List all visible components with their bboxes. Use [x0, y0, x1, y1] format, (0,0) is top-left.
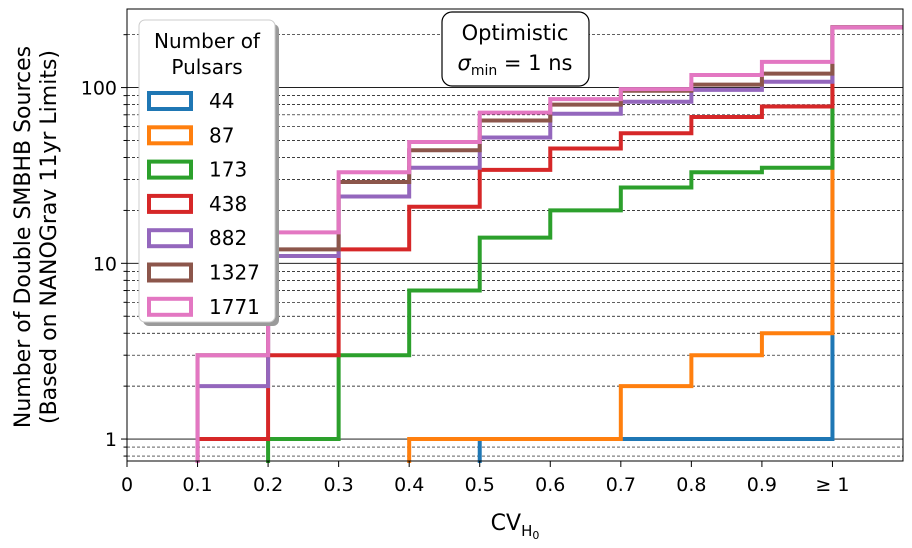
annotation-sigma: σ	[458, 51, 472, 75]
y-tick-label: 10	[93, 253, 117, 275]
annotation-line2: σmin = 1 ns	[458, 51, 573, 79]
x-axis-label-main: CV	[491, 511, 521, 536]
x-tick-label: 0.6	[535, 474, 565, 496]
x-axis-label-sub: H	[521, 522, 532, 540]
legend: Number of Pulsars 44 87 173 438 882 1327 1771	[138, 19, 279, 326]
x-axis: 0 0.1 0.2 0.3 0.4 0.5 0.6 0.7 0.8 0.9 ≥ 1	[121, 461, 849, 496]
series-line-87	[407, 25, 903, 463]
x-tick-label: 0.9	[747, 474, 777, 496]
x-tick-label: 0.7	[606, 474, 636, 496]
legend-label-438: 438	[209, 192, 247, 216]
legend-label-44: 44	[209, 89, 234, 113]
x-tick-label: 0.1	[182, 474, 212, 496]
legend-swatch-44	[147, 91, 193, 111]
x-tick-label: 0.4	[394, 474, 424, 496]
annotation-box: Optimistic σmin = 1 ns	[441, 11, 590, 87]
legend-swatch-882	[147, 228, 193, 249]
x-axis-label-subsub: 0	[532, 529, 539, 542]
legend-swatch-1327	[147, 262, 193, 283]
series-line-438	[195, 25, 903, 463]
x-tick-label: 0.8	[676, 474, 706, 496]
legend-swatch-173	[147, 159, 193, 180]
x-tick-label: ≥ 1	[815, 474, 849, 496]
series-line-1327	[195, 25, 903, 463]
legend-items: 44 87 173 438 882 1327 1771	[147, 89, 260, 319]
legend-swatch-438	[147, 193, 193, 214]
legend-label-87: 87	[209, 123, 234, 147]
x-tick-label: 0.3	[324, 474, 354, 496]
annotation-value: = 1 ns	[497, 51, 572, 75]
series-line-1771	[195, 25, 903, 463]
annotation-frame	[441, 11, 590, 87]
legend-swatch-1771	[147, 296, 193, 317]
y-tick-label: 1	[105, 429, 117, 451]
y-axis-label-line2: (Based on NANOGrav 11yr Limits)	[37, 50, 62, 424]
annotation-sigma-sub: min	[471, 63, 497, 79]
y-axis: 1 10 100	[81, 34, 127, 457]
x-axis-label: CVH0	[491, 511, 540, 542]
y-tick-label: 100	[81, 78, 117, 100]
x-tick-label: 0	[121, 474, 133, 496]
plot-frame	[126, 8, 904, 462]
x-tick-label: 0.2	[253, 474, 283, 496]
y-axis-label-line1: Number of Double SMBHB Sources	[11, 46, 36, 428]
legend-title-line2: Pulsars	[171, 55, 242, 79]
legend-swatch-87	[147, 125, 193, 146]
annotation-line1: Optimistic	[462, 21, 569, 45]
legend-label-1771: 1771	[209, 295, 260, 319]
legend-title-line1: Number of	[154, 29, 261, 53]
x-tick-label: 0.5	[465, 474, 495, 496]
legend-label-173: 173	[209, 158, 247, 182]
series-layer	[195, 25, 903, 463]
legend-label-1327: 1327	[209, 261, 260, 285]
legend-label-882: 882	[209, 226, 247, 250]
